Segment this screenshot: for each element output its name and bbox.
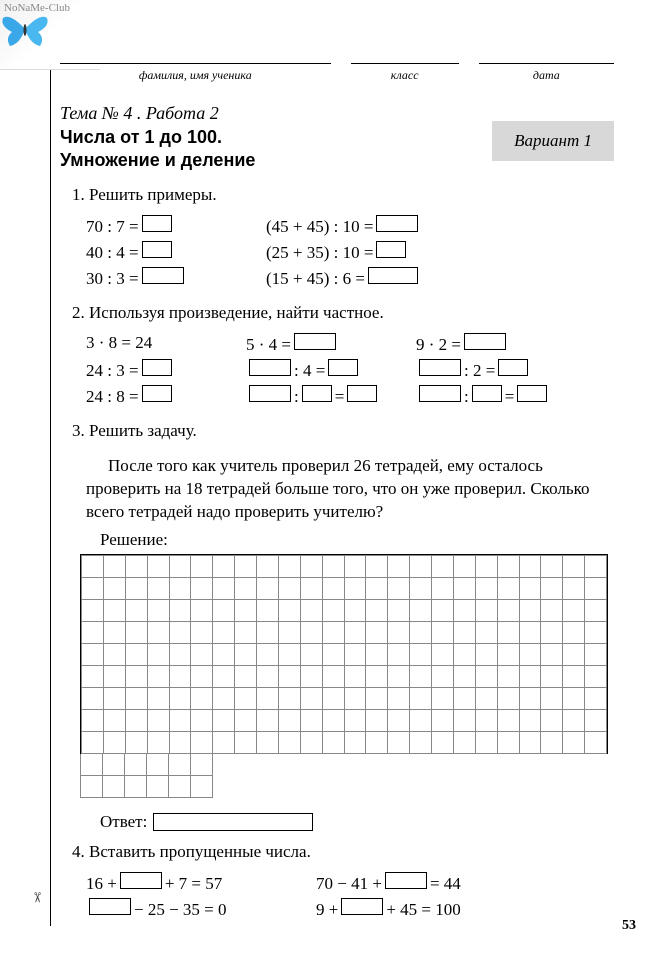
t2-c1c-blank[interactable]	[142, 385, 172, 402]
t4-r1r-blank[interactable]	[385, 872, 427, 889]
task4-title: 4. Вставить пропущенные числа.	[72, 842, 614, 862]
task4-problems: 16 + + 7 = 57 70 − 41 + = 44 − 25 − 35 = 0…	[86, 872, 614, 920]
t2-c2c-blank2[interactable]	[302, 385, 332, 402]
topic-text: Тема № 4 . Работа 2 Числа от 1 до 100. У…	[60, 103, 255, 171]
t2-c2a-blank[interactable]	[294, 333, 336, 350]
t2-c1a: 3 · 8 = 24	[86, 333, 152, 353]
t2-c3b: : 2 =	[464, 361, 495, 381]
t4-r2ra: 9 +	[316, 900, 338, 920]
t4-r2l-blank[interactable]	[89, 898, 131, 915]
t4-r2r-blank[interactable]	[341, 898, 383, 915]
t2-c2b-blank1[interactable]	[249, 359, 291, 376]
watermark-text: NoNaMe-Club	[0, 0, 74, 16]
t2-c3c-blank1[interactable]	[419, 385, 461, 402]
t2-c3c-blank3[interactable]	[517, 385, 547, 402]
task1-title: 1. Решить примеры.	[72, 185, 614, 205]
t2-c2a: 5 · 4 =	[246, 335, 291, 355]
t4-r1rb: = 44	[430, 874, 461, 894]
answer-row: Ответ:	[100, 812, 614, 832]
t4-r2lb: − 25 − 35 = 0	[134, 900, 227, 920]
t1-l0: 70 : 7 =	[86, 217, 139, 237]
header-blank-lines	[60, 50, 614, 64]
class-label: класс	[351, 68, 459, 83]
t1-r0-blank[interactable]	[376, 215, 418, 232]
t2-c3a-blank[interactable]	[464, 333, 506, 350]
task3-story: После того как учитель проверил 26 тетра…	[86, 455, 614, 524]
t2-c2c-blank3[interactable]	[347, 385, 377, 402]
class-blank[interactable]	[351, 50, 459, 64]
t1-l1-blank[interactable]	[142, 241, 172, 258]
solution-label: Решение:	[100, 530, 614, 550]
t2-c3b-blank2[interactable]	[498, 359, 528, 376]
name-label: фамилия, имя ученика	[60, 68, 331, 83]
t4-r1l-blank[interactable]	[120, 872, 162, 889]
t2-c1b: 24 : 3 =	[86, 361, 139, 381]
date-blank[interactable]	[479, 50, 614, 64]
t1-r1: (25 + 35) : 10 =	[266, 243, 373, 263]
task4: 4. Вставить пропущенные числа. 16 + + 7 =…	[72, 842, 614, 920]
task3-title: 3. Решить задачу.	[72, 421, 614, 441]
title-line2: Умножение и деление	[60, 149, 255, 172]
t1-l2: 30 : 3 =	[86, 269, 139, 289]
solution-grid-tail[interactable]	[80, 754, 608, 799]
topic-row: Тема № 4 . Работа 2 Числа от 1 до 100. У…	[60, 103, 614, 171]
title-line1: Числа от 1 до 100.	[60, 126, 255, 149]
t1-l1: 40 : 4 =	[86, 243, 139, 263]
theme-line: Тема № 4 . Работа 2	[60, 103, 255, 124]
t4-r1la: 16 +	[86, 874, 117, 894]
date-label: дата	[479, 68, 614, 83]
task3: 3. Решить задачу.	[72, 421, 614, 441]
t2-c3a: 9 · 2 =	[416, 335, 461, 355]
task2-title: 2. Используя произведение, найти частное…	[72, 303, 614, 323]
t2-c2c: :	[294, 387, 299, 407]
task1-problems: 70 : 7 = (45 + 45) : 10 = 40 : 4 = (25 +…	[86, 215, 614, 289]
t1-r2: (15 + 45) : 6 =	[266, 269, 365, 289]
t2-c3b-blank1[interactable]	[419, 359, 461, 376]
task2: 2. Используя произведение, найти частное…	[72, 303, 614, 407]
t1-r1-blank[interactable]	[376, 241, 406, 258]
solution-grid[interactable]	[80, 554, 608, 754]
t2-c3c: :	[464, 387, 469, 407]
t2-c2b-blank2[interactable]	[328, 359, 358, 376]
t2-c3c-blank2[interactable]	[472, 385, 502, 402]
t1-l0-blank[interactable]	[142, 215, 172, 232]
t1-r2-blank[interactable]	[368, 267, 418, 284]
header-labels: фамилия, имя ученика класс дата	[60, 68, 614, 83]
task2-problems: 3 · 8 = 24 5 · 4 = 9 · 2 = 24 : 3 = : 4 …	[86, 333, 614, 407]
name-blank[interactable]	[60, 50, 331, 64]
t2-c2c-blank1[interactable]	[249, 385, 291, 402]
answer-label: Ответ:	[100, 812, 147, 832]
variant-box: Вариант 1	[492, 121, 614, 161]
t4-r2rb: + 45 = 100	[386, 900, 460, 920]
t1-r0: (45 + 45) : 10 =	[266, 217, 373, 237]
t2-c1c: 24 : 8 =	[86, 387, 139, 407]
task1: 1. Решить примеры. 70 : 7 = (45 + 45) : …	[72, 185, 614, 289]
t1-l2-blank[interactable]	[142, 267, 184, 284]
t4-r1lb: + 7 = 57	[165, 874, 222, 894]
t2-c2b: : 4 =	[294, 361, 325, 381]
page-content: фамилия, имя ученика класс дата Тема № 4…	[0, 0, 664, 954]
t4-r1ra: 70 − 41 +	[316, 874, 382, 894]
answer-blank[interactable]	[153, 813, 313, 831]
t2-c1b-blank[interactable]	[142, 359, 172, 376]
